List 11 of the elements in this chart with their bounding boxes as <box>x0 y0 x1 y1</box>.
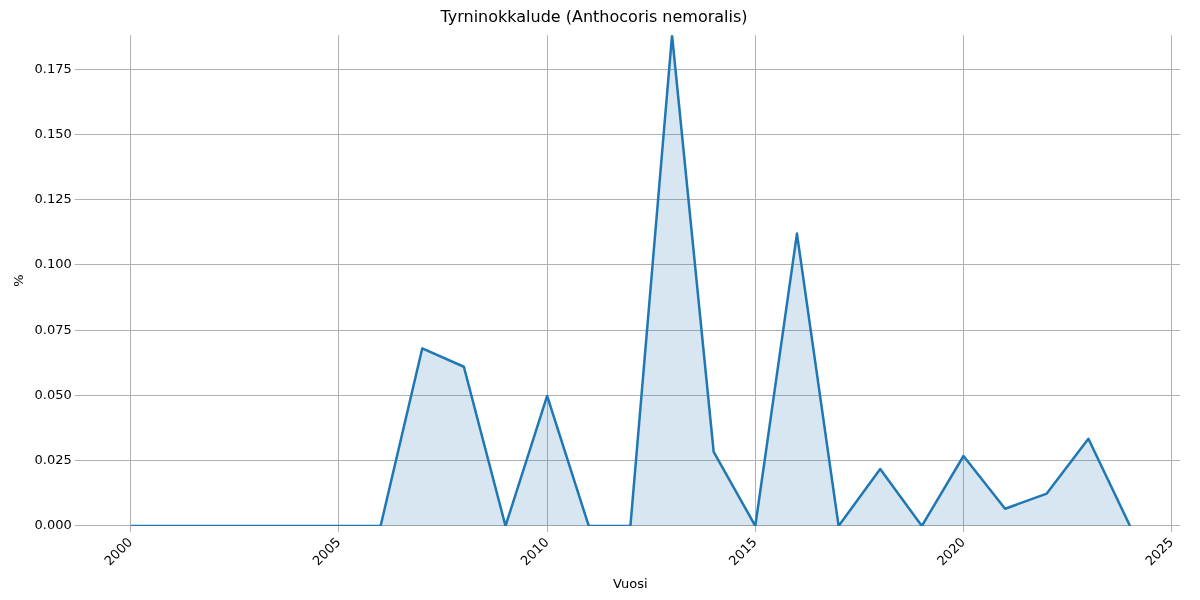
chart-title: Tyrninokkalude (Anthocoris nemoralis) <box>439 6 748 26</box>
y-tick-label: 0.100 <box>34 256 72 272</box>
y-tick-label: 0.025 <box>34 452 72 468</box>
y-tick-label: 0.125 <box>34 191 72 207</box>
y-axis-title: % <box>11 274 27 287</box>
y-tick-label: 0.150 <box>34 125 72 141</box>
y-tick-label: 0.175 <box>34 60 72 76</box>
x-axis-title: Vuosi <box>613 575 648 591</box>
y-tick-label: 0.075 <box>34 321 72 337</box>
y-tick-label: 0.000 <box>34 517 72 533</box>
y-tick-label: 0.050 <box>34 386 72 402</box>
